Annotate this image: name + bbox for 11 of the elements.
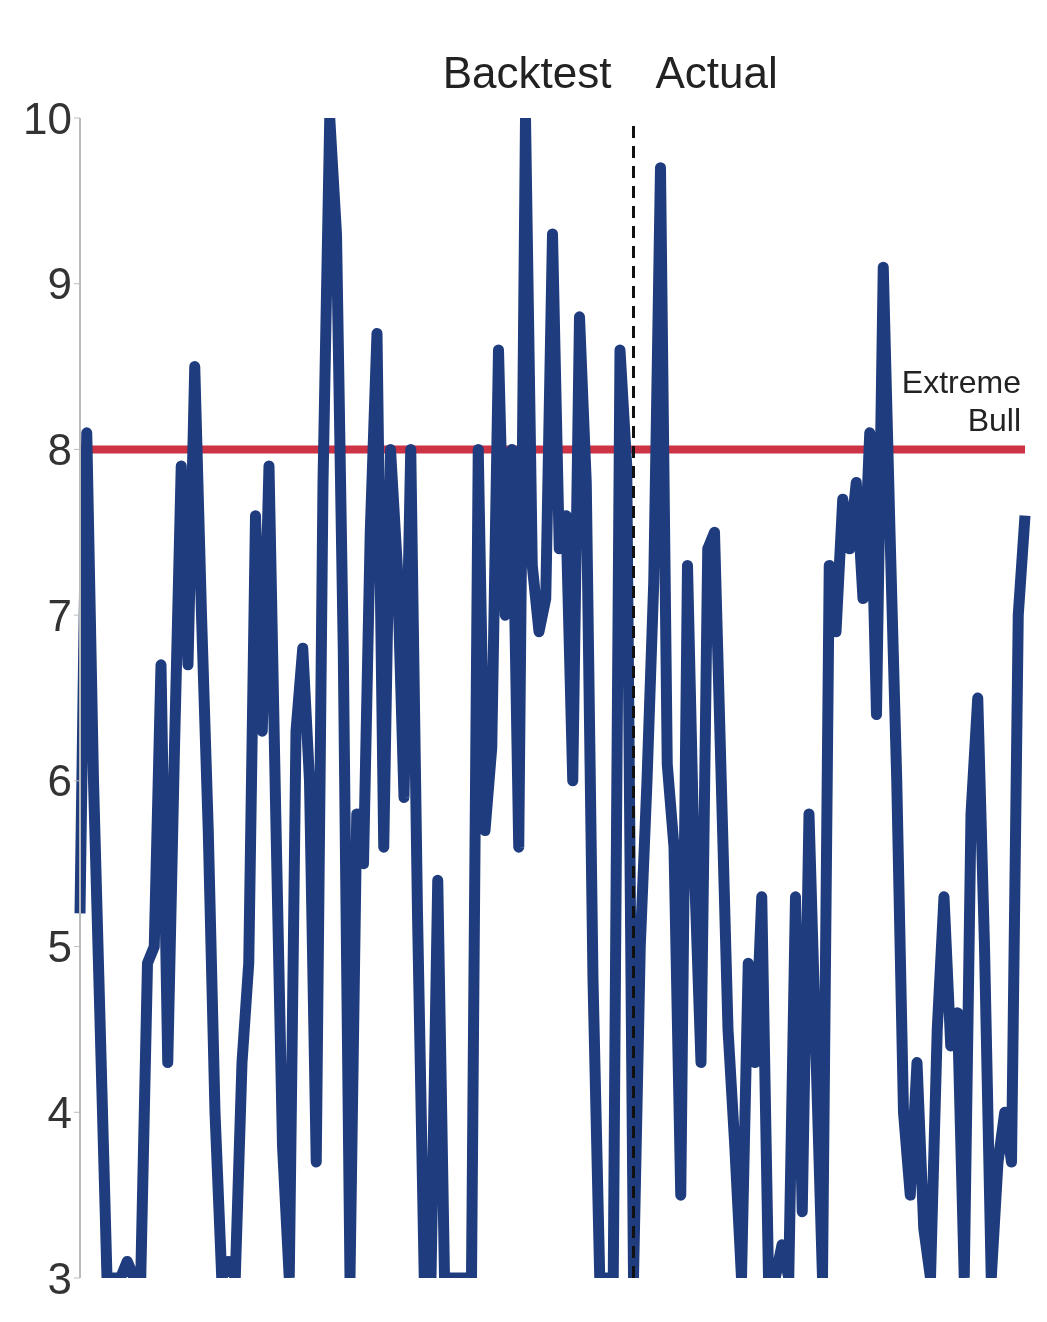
y-tick-label: 3 (47, 1253, 72, 1303)
y-tick-label: 10 (23, 93, 72, 143)
y-tick-label: 5 (47, 922, 72, 972)
y-tick-label: 9 (47, 259, 72, 309)
y-tick-label: 8 (47, 425, 72, 475)
y-tick-label: 7 (47, 590, 72, 640)
ref-line-label: Extreme Bull (901, 364, 1021, 439)
text: Backtest (442, 48, 612, 97)
text: Actual (655, 48, 778, 97)
y-tick-label: 6 (47, 756, 72, 806)
y-tick-label: 4 (47, 1087, 72, 1137)
